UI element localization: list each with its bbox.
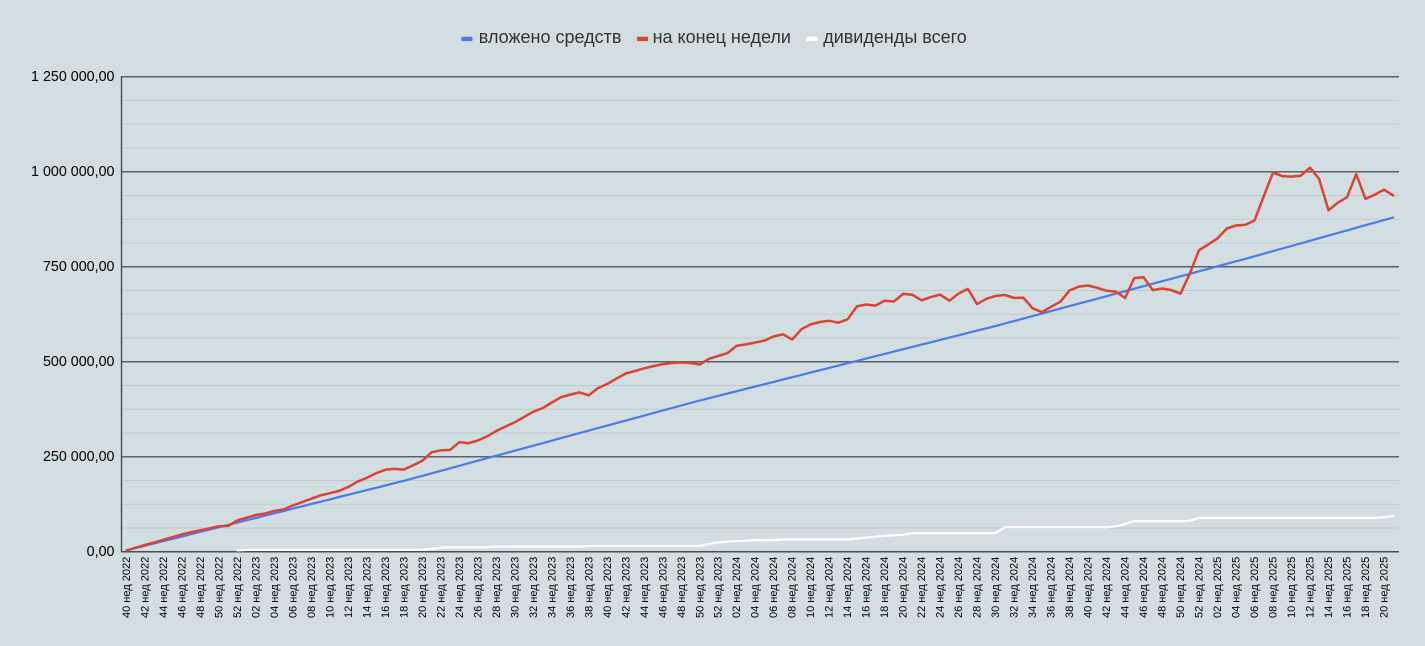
- svg-text:52 нед 2024: 52 нед 2024: [1194, 557, 1206, 618]
- svg-text:20 нед 2024: 20 нед 2024: [898, 557, 910, 618]
- svg-text:18 нед 2025: 18 нед 2025: [1360, 557, 1372, 618]
- svg-text:28 нед 2023: 28 нед 2023: [491, 557, 503, 618]
- svg-text:42 нед 2024: 42 нед 2024: [1101, 557, 1113, 618]
- svg-text:50 нед 2022: 50 нед 2022: [214, 557, 226, 618]
- svg-text:02 нед 2025: 02 нед 2025: [1212, 557, 1224, 618]
- svg-text:20 нед 2023: 20 нед 2023: [417, 557, 429, 618]
- svg-text:34 нед 2024: 34 нед 2024: [1027, 557, 1039, 618]
- svg-text:08 нед 2023: 08 нед 2023: [306, 557, 318, 618]
- svg-text:32 нед 2024: 32 нед 2024: [1009, 557, 1021, 618]
- svg-text:12 нед 2024: 12 нед 2024: [824, 557, 836, 618]
- svg-text:44 нед 2024: 44 нед 2024: [1120, 557, 1132, 618]
- svg-text:500 000,00: 500 000,00: [43, 354, 115, 370]
- svg-text:04 нед 2023: 04 нед 2023: [269, 557, 281, 618]
- svg-text:06 нед 2025: 06 нед 2025: [1249, 557, 1261, 618]
- svg-text:20 нед 2025: 20 нед 2025: [1379, 557, 1391, 618]
- svg-text:52 нед 2022: 52 нед 2022: [232, 557, 244, 618]
- svg-text:40 нед 2022: 40 нед 2022: [121, 557, 133, 618]
- svg-text:22 нед 2024: 22 нед 2024: [916, 557, 928, 618]
- svg-text:на конец недели: на конец недели: [653, 27, 791, 47]
- svg-text:36 нед 2024: 36 нед 2024: [1046, 557, 1058, 618]
- svg-text:0,00: 0,00: [87, 544, 115, 560]
- svg-text:12 нед 2023: 12 нед 2023: [343, 557, 355, 618]
- svg-text:40 нед 2023: 40 нед 2023: [602, 557, 614, 618]
- svg-text:26 нед 2024: 26 нед 2024: [953, 557, 965, 618]
- svg-text:08 нед 2025: 08 нед 2025: [1268, 557, 1280, 618]
- svg-text:44 нед 2023: 44 нед 2023: [639, 557, 651, 618]
- svg-text:08 нед 2024: 08 нед 2024: [787, 557, 799, 618]
- svg-text:1 000 000,00: 1 000 000,00: [31, 164, 115, 180]
- svg-text:46 нед 2024: 46 нед 2024: [1138, 557, 1150, 618]
- svg-text:02 нед 2024: 02 нед 2024: [731, 557, 743, 618]
- svg-text:30 нед 2023: 30 нед 2023: [509, 557, 521, 618]
- svg-text:1 250 000,00: 1 250 000,00: [31, 69, 115, 85]
- svg-text:18 нед 2024: 18 нед 2024: [879, 557, 891, 618]
- svg-text:10 нед 2025: 10 нед 2025: [1286, 557, 1298, 618]
- svg-text:10 нед 2023: 10 нед 2023: [324, 557, 336, 618]
- svg-text:28 нед 2024: 28 нед 2024: [972, 557, 984, 618]
- svg-text:16 нед 2025: 16 нед 2025: [1342, 557, 1354, 618]
- svg-text:42 нед 2023: 42 нед 2023: [620, 557, 632, 618]
- svg-text:14 нед 2024: 14 нед 2024: [842, 557, 854, 618]
- svg-text:42 нед 2022: 42 нед 2022: [140, 557, 152, 618]
- svg-text:52 нед 2023: 52 нед 2023: [713, 557, 725, 618]
- svg-text:250 000,00: 250 000,00: [43, 449, 115, 465]
- svg-text:24 нед 2023: 24 нед 2023: [454, 557, 466, 618]
- svg-text:40 нед 2024: 40 нед 2024: [1083, 557, 1095, 618]
- svg-text:36 нед 2023: 36 нед 2023: [565, 557, 577, 618]
- svg-text:50 нед 2024: 50 нед 2024: [1175, 557, 1187, 618]
- svg-text:46 нед 2022: 46 нед 2022: [177, 557, 189, 618]
- svg-text:48 нед 2023: 48 нед 2023: [676, 557, 688, 618]
- svg-text:22 нед 2023: 22 нед 2023: [435, 557, 447, 618]
- svg-text:14 нед 2025: 14 нед 2025: [1323, 557, 1335, 618]
- svg-text:16 нед 2023: 16 нед 2023: [380, 557, 392, 618]
- svg-text:04 нед 2025: 04 нед 2025: [1231, 557, 1243, 618]
- svg-text:44 нед 2022: 44 нед 2022: [158, 557, 170, 618]
- svg-text:02 нед 2023: 02 нед 2023: [250, 557, 262, 618]
- svg-text:04 нед 2024: 04 нед 2024: [750, 557, 762, 618]
- svg-text:48 нед 2024: 48 нед 2024: [1157, 557, 1169, 618]
- svg-text:18 нед 2023: 18 нед 2023: [398, 557, 410, 618]
- svg-text:06 нед 2024: 06 нед 2024: [768, 557, 780, 618]
- svg-text:10 нед 2024: 10 нед 2024: [805, 557, 817, 618]
- svg-text:34 нед 2023: 34 нед 2023: [546, 557, 558, 618]
- svg-text:06 нед 2023: 06 нед 2023: [287, 557, 299, 618]
- svg-text:16 нед 2024: 16 нед 2024: [861, 557, 873, 618]
- svg-text:750 000,00: 750 000,00: [43, 259, 115, 275]
- svg-text:32 нед 2023: 32 нед 2023: [528, 557, 540, 618]
- svg-text:48 нед 2022: 48 нед 2022: [195, 557, 207, 618]
- svg-text:46 нед 2023: 46 нед 2023: [657, 557, 669, 618]
- svg-text:12 нед 2025: 12 нед 2025: [1305, 557, 1317, 618]
- svg-text:26 нед 2023: 26 нед 2023: [472, 557, 484, 618]
- svg-text:50 нед 2023: 50 нед 2023: [694, 557, 706, 618]
- svg-text:38 нед 2023: 38 нед 2023: [583, 557, 595, 618]
- svg-text:дивиденды всего: дивиденды всего: [823, 27, 967, 47]
- svg-text:вложено средств: вложено средств: [479, 27, 622, 47]
- svg-text:24 нед 2024: 24 нед 2024: [935, 557, 947, 618]
- svg-text:14 нед 2023: 14 нед 2023: [361, 557, 373, 618]
- svg-text:30 нед 2024: 30 нед 2024: [990, 557, 1002, 618]
- svg-text:38 нед 2024: 38 нед 2024: [1064, 557, 1076, 618]
